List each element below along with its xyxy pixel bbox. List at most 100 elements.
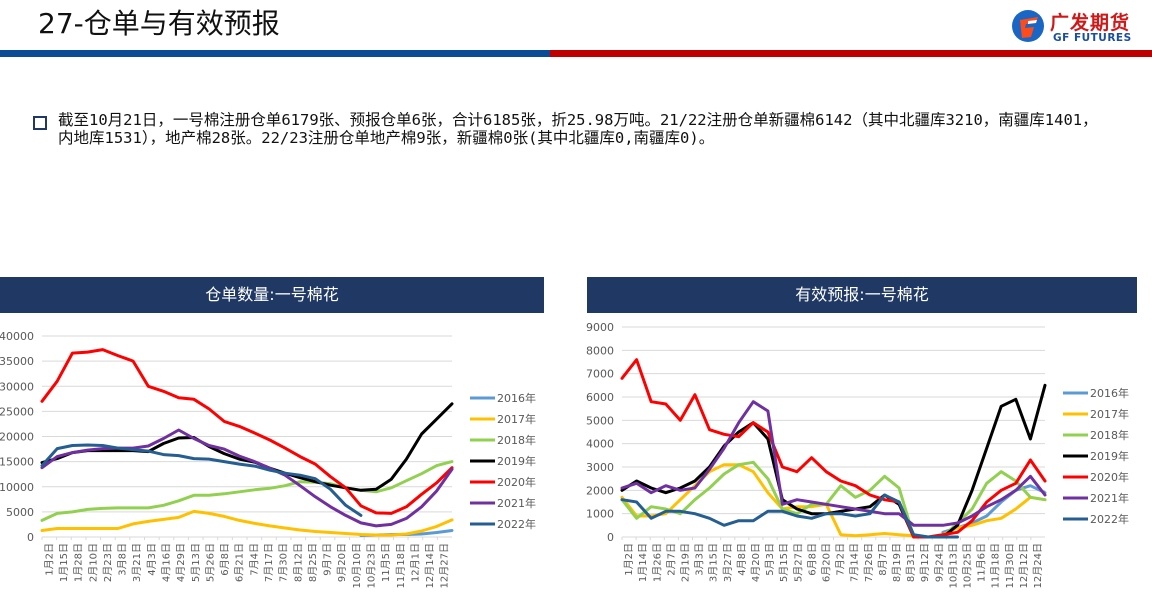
legend-label: 2019年 [1090, 449, 1129, 463]
header-divider-red [550, 50, 1152, 57]
legend-label: 2016年 [497, 391, 536, 405]
y-tick-label: 10000 [0, 481, 34, 494]
x-tick-label: 12月12日 [1018, 543, 1030, 588]
x-tick-label: 3月15日 [708, 543, 720, 582]
legend-label: 2022年 [1090, 512, 1129, 526]
logo-text-en: GF FUTURES [1053, 32, 1132, 44]
x-tick-label: 1月26日 [651, 543, 663, 582]
legend-label: 2021年 [497, 496, 536, 510]
x-tick-label: 12月24日 [1032, 543, 1044, 588]
legend-label: 2017年 [1090, 407, 1129, 421]
x-tick-label: 10月25日 [961, 543, 973, 588]
x-tick-label: 12月1日 [409, 543, 421, 582]
x-tick-label: 9月7日 [322, 543, 334, 576]
y-tick-label: 0 [607, 531, 614, 544]
x-tick-label: 2月19日 [679, 543, 691, 582]
x-tick-label: 6月21日 [234, 543, 246, 582]
x-tick-label: 5月3日 [764, 543, 776, 576]
y-tick-label: 0 [27, 531, 34, 544]
chart-effective-forecast: 0 1000 2000 3000 4000 5000 6000 7000 8000 9000 1月2… [586, 321, 1129, 588]
series-line-2022 [40, 443, 363, 517]
x-tick-label: 10月10日 [351, 543, 363, 588]
y-tick-label: 40000 [0, 330, 34, 343]
x-tick-label: 2月23日 [102, 543, 114, 582]
legend-label: 2018年 [1090, 428, 1129, 442]
y-tick-label: 2000 [586, 484, 614, 497]
x-tick-label: 11月18日 [990, 543, 1002, 588]
chart-title-warehouse-receipts: 仓单数量:一号棉花 [0, 277, 544, 313]
x-tick-label: 6月20日 [820, 543, 832, 582]
legend-label: 2020年 [497, 475, 536, 489]
header-divider-blue [0, 50, 550, 57]
x-tick-label: 3月8日 [117, 543, 129, 576]
legend-label: 2020年 [1090, 470, 1129, 484]
x-tick-label: 8月19日 [891, 543, 903, 582]
x-tick-label: 3月3日 [694, 543, 706, 576]
x-tick-label: 11月5日 [380, 543, 392, 582]
gf-futures-logo: 广发期货 GF FUTURES [1010, 6, 1152, 46]
x-tick-label: 11月18日 [395, 543, 407, 588]
bullet-square-icon [33, 116, 47, 130]
x-tick-label: 5月13日 [190, 543, 202, 582]
x-tick-label: 7月17日 [263, 543, 275, 582]
x-tick-label: 7月2日 [835, 543, 847, 576]
x-tick-label: 1月2日 [623, 543, 635, 576]
x-tick-label: 4月8日 [736, 543, 748, 576]
x-tick-label: 1月2日 [43, 543, 55, 576]
x-tick-label: 1月28日 [73, 543, 85, 582]
x-tick-label: 7月4日 [248, 543, 260, 576]
x-tick-label: 8月7日 [877, 543, 889, 576]
x-tick-label: 4月29日 [175, 543, 187, 582]
x-tick-label: 8月25日 [307, 543, 319, 582]
gf-logo-icon [1012, 10, 1044, 42]
x-tick-label: 5月27日 [792, 543, 804, 582]
series-line-2019 [40, 402, 454, 492]
y-tick-label: 1000 [586, 508, 614, 521]
legend-label: 2021年 [1090, 491, 1129, 505]
series-line-2021 [620, 400, 1047, 527]
y-tick-label: 9000 [586, 321, 614, 334]
x-tick-label: 1月14日 [637, 543, 649, 582]
y-tick-label: 7000 [586, 368, 614, 381]
logo-text-cn: 广发期货 [1050, 12, 1131, 34]
series-line-2018 [40, 460, 454, 522]
y-tick-label: 3000 [586, 461, 614, 474]
y-tick-label: 6000 [586, 391, 614, 404]
page-title: 27-仓单与有效预报 [38, 7, 280, 40]
series-line-2017 [40, 509, 454, 537]
x-tick-label: 7月14日 [849, 543, 861, 582]
series-line-2020 [40, 348, 454, 515]
legend-label: 2019年 [497, 454, 536, 468]
x-tick-label: 7月26日 [863, 543, 875, 582]
series-line-2020 [620, 358, 1047, 539]
x-tick-label: 9月24日 [933, 543, 945, 582]
x-tick-label: 4月3日 [146, 543, 158, 576]
x-tick-label: 5月26日 [204, 543, 216, 582]
summary-text: 截至10月21日，一号棉注册仓单6179张、预报仓单6张，合计6185张，折25… [58, 111, 1098, 147]
x-tick-label: 9月20日 [336, 543, 348, 582]
x-tick-label: 1月15日 [58, 543, 70, 582]
x-tick-label: 2月7日 [665, 543, 677, 576]
chart-warehouse-receipts: 0 5000 10000 15000 20000 25000 30000 35000 40000… [0, 330, 536, 588]
y-tick-label: 5000 [586, 414, 614, 427]
series-line-2018 [620, 460, 1047, 539]
legend-label: 2017年 [497, 412, 536, 426]
y-tick-label: 30000 [0, 380, 34, 393]
y-tick-label: 25000 [0, 405, 34, 418]
series-line-2022 [620, 493, 959, 539]
x-tick-label: 2月10日 [87, 543, 99, 582]
series-line-2021 [40, 428, 454, 528]
x-tick-label: 3月21日 [131, 543, 143, 582]
x-tick-label: 6月8日 [806, 543, 818, 576]
y-tick-label: 15000 [0, 456, 34, 469]
x-tick-label: 4月16日 [160, 543, 172, 582]
x-tick-label: 5月15日 [778, 543, 790, 582]
x-tick-label: 12月14日 [424, 543, 436, 588]
y-tick-label: 5000 [6, 506, 34, 519]
chart-title-effective-forecast: 有效预报:一号棉花 [587, 277, 1137, 313]
y-tick-label: 8000 [586, 344, 614, 357]
y-tick-label: 35000 [0, 355, 34, 368]
x-tick-label: 8月31日 [905, 543, 917, 582]
x-tick-label: 6月8日 [219, 543, 231, 576]
x-tick-label: 9月12日 [919, 543, 931, 582]
